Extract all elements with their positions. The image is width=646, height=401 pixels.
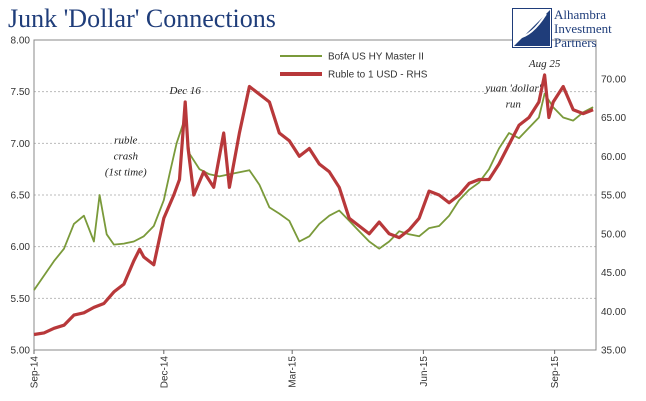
annotation-text: Dec 16 — [168, 85, 201, 97]
annotation-text: (1st time) — [105, 166, 147, 178]
plot-frame — [33, 39, 597, 351]
logo-line-1: Alhambra — [554, 7, 606, 22]
legend-label: BofA US HY Master II — [328, 52, 424, 63]
y-left-tick-label: 7.50 — [11, 87, 31, 98]
hy-yield-line — [33, 92, 594, 291]
annotation-text: run — [506, 99, 522, 111]
y-left-tick-label: 6.00 — [11, 242, 31, 253]
annotation-text: crash — [114, 150, 139, 162]
annotation-text: ruble — [114, 134, 137, 146]
y-left-tick-label: 5.00 — [11, 346, 31, 357]
x-tick-label: Mar-15 — [288, 356, 299, 388]
x-tick-label: Jun-15 — [419, 356, 430, 387]
logo: Alhambra Investment Partners — [512, 8, 640, 58]
logo-line-2: Investment — [554, 21, 612, 36]
logo-line-3: Partners — [554, 35, 597, 50]
x-tick-label: Dec-14 — [159, 356, 170, 389]
y-right-tick-label: 60.00 — [601, 152, 626, 163]
axis-labels: 5.00 5.50 6.00 6.50 7.00 7.50 8.00 35.00 40.00 45… — [11, 36, 627, 389]
y-right-tick-label: 35.00 — [601, 346, 626, 357]
logo-mark — [512, 8, 552, 48]
logo-text: Alhambra Investment Partners — [554, 8, 612, 50]
y-right-tick-label: 55.00 — [601, 191, 626, 202]
ruble-line — [33, 73, 594, 337]
legend-label: Ruble to 1 USD - RHS — [328, 70, 428, 81]
legend: BofA US HY Master II Ruble to 1 USD - RHS — [280, 52, 428, 81]
y-left-tick-label: 5.50 — [11, 294, 31, 305]
chart-title: Junk 'Dollar' Connections — [8, 4, 276, 33]
y-right-tick-label: 70.00 — [601, 74, 626, 85]
annotation-text: yuan 'dollar' — [484, 83, 541, 95]
y-right-tick-label: 45.00 — [601, 268, 626, 279]
annotations: Dec 16 ruble crash (1st time) yuan 'dollar' r… — [105, 58, 561, 178]
y-right-tick-label: 50.00 — [601, 229, 626, 240]
x-tick-label: Sep-14 — [30, 356, 41, 389]
y-left-tick-label: 6.50 — [11, 191, 31, 202]
annotation-text: Aug 25 — [528, 58, 561, 70]
y-right-tick-label: 65.00 — [601, 113, 626, 124]
y-left-tick-label: 8.00 — [11, 36, 31, 47]
y-left-tick-label: 7.00 — [11, 139, 31, 150]
x-tick-label: Sep-15 — [550, 356, 561, 389]
series-layer — [33, 73, 594, 337]
y-right-tick-label: 40.00 — [601, 307, 626, 318]
